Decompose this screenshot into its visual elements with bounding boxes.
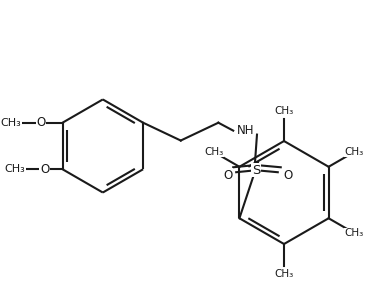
Text: CH₃: CH₃ (274, 269, 294, 279)
Text: CH₃: CH₃ (345, 147, 364, 157)
Text: CH₃: CH₃ (345, 228, 364, 238)
Text: NH: NH (237, 124, 255, 137)
Text: O: O (36, 116, 45, 129)
Text: CH₃: CH₃ (204, 147, 223, 157)
Text: CH₃: CH₃ (274, 106, 294, 116)
Text: S: S (252, 164, 260, 177)
Text: CH₃: CH₃ (5, 164, 25, 174)
Text: O: O (283, 169, 292, 182)
Text: O: O (223, 169, 233, 182)
Text: CH₃: CH₃ (1, 118, 21, 128)
Text: O: O (40, 163, 49, 176)
